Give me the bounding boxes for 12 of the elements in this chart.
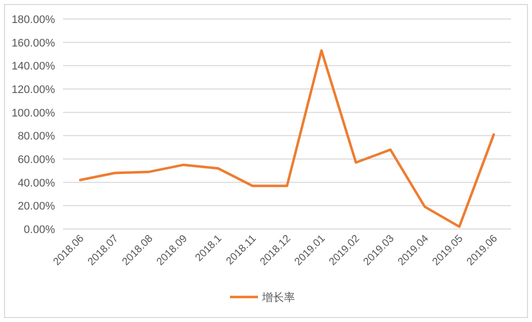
line-series [78,49,496,228]
y-tick-label: 40.00% [18,177,56,190]
y-tick-label: 80.00% [18,130,56,143]
y-tick-label: 100.00% [12,107,56,120]
y-tick-label: 180.00% [12,14,56,26]
legend-label: 增长率 [261,291,295,304]
y-tick-label: 140.00% [12,60,56,73]
y-tick-label: 120.00% [12,84,56,96]
y-tick-label: 160.00% [12,37,56,50]
y-tick-label: 20.00% [18,200,56,213]
y-tick-label: 60.00% [18,154,56,166]
y-tick-label: 0.00% [24,224,56,236]
